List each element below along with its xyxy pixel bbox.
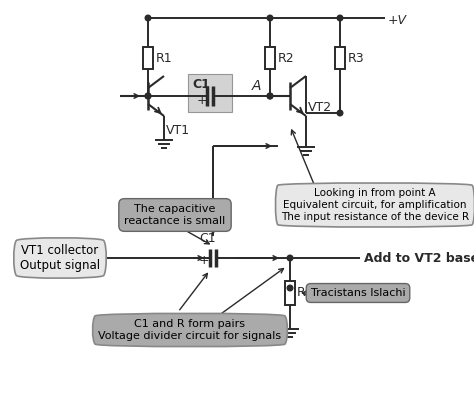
Text: Add to VT2 base: Add to VT2 base [364,252,474,265]
FancyBboxPatch shape [188,74,232,112]
Text: R3: R3 [348,52,365,65]
Circle shape [267,15,273,21]
Bar [335,47,345,69]
Text: Tracistans Islachi: Tracistans Islachi [310,288,405,298]
Text: The capacitive
reactance is small: The capacitive reactance is small [124,204,226,226]
Circle shape [287,285,293,291]
Circle shape [337,110,343,116]
Circle shape [337,15,343,21]
Circle shape [267,93,273,99]
Bar [265,47,275,69]
Text: +: + [197,94,208,107]
Text: Looking in from point A
Equivalent circuit, for amplification
The input resistan: Looking in from point A Equivalent circu… [281,189,469,222]
Text: VT1 collector
Output signal: VT1 collector Output signal [20,244,100,272]
Text: +: + [199,255,210,268]
Text: C1: C1 [200,232,216,245]
Circle shape [287,255,293,261]
Text: VT2: VT2 [308,101,332,114]
Text: VT1: VT1 [166,124,190,137]
Text: C1 and R form pairs
Voltage divider circuit for signals: C1 and R form pairs Voltage divider circ… [99,319,282,341]
Text: R1: R1 [156,52,173,65]
Circle shape [267,93,273,99]
Circle shape [145,93,151,99]
Circle shape [80,255,86,261]
Text: R2: R2 [278,52,295,65]
Bar [143,47,153,69]
Text: A: A [252,79,262,93]
Text: C1: C1 [192,78,210,91]
Circle shape [145,93,151,99]
Text: R: R [297,286,306,299]
Text: +V: +V [388,13,407,26]
Circle shape [145,15,151,21]
Bar [285,281,295,305]
